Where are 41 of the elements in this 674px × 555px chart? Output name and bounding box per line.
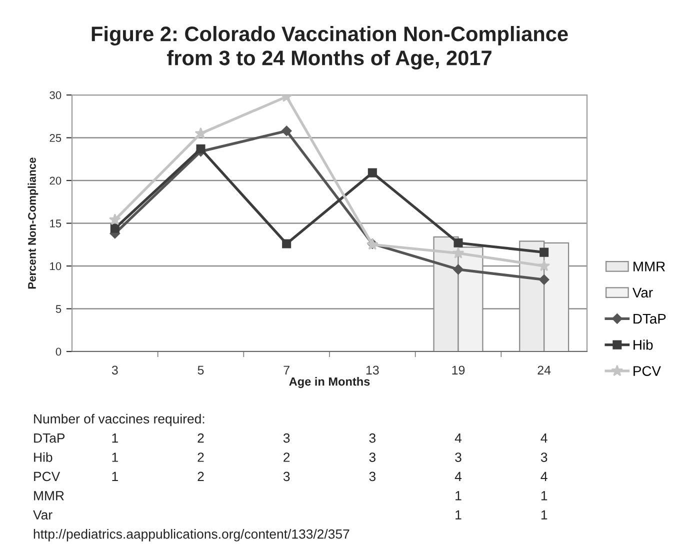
- point: [540, 248, 549, 257]
- point: [194, 127, 207, 139]
- x-tick-label: 19: [452, 366, 465, 375]
- y-tick-label: 0: [56, 348, 62, 356]
- point: [282, 239, 292, 248]
- x-tick-label: 7: [284, 366, 290, 374]
- point: [196, 144, 206, 154]
- point: [454, 238, 463, 248]
- legend-label: Var: [632, 288, 653, 298]
- text: Var 1 1: [33, 510, 548, 520]
- point: [108, 214, 121, 226]
- point: [453, 264, 464, 275]
- y-tick-label: 15: [50, 220, 62, 228]
- x-tick-label: 5: [198, 366, 204, 375]
- legend-label: MMR: [634, 262, 665, 272]
- x-axis-title: Age in Months: [289, 377, 370, 388]
- point: [281, 126, 292, 136]
- point: [538, 274, 550, 285]
- legend-label: DTaP: [634, 314, 666, 324]
- x-tick-label: 13: [366, 366, 379, 375]
- x-tick-label: 24: [538, 366, 551, 374]
- text: DTaP 1 2 3 3 4 4: [34, 433, 548, 443]
- y-axis-title: Percent Non-Compliance: [28, 158, 38, 289]
- y-tick-label: 20: [50, 176, 62, 185]
- point: [110, 224, 120, 233]
- x-tick-label: 3: [112, 366, 118, 375]
- y-tick-label: 25: [50, 134, 62, 142]
- point: [538, 260, 550, 272]
- point: [452, 246, 464, 258]
- text: MMR 1 1: [34, 491, 548, 500]
- text: Hib 1 2 2 3 3 3: [34, 452, 548, 462]
- y-tick-label: 30: [50, 91, 62, 100]
- text: Number of vaccines required:: [34, 414, 204, 426]
- y-tick-label: 5: [56, 305, 62, 313]
- text: http://pediatrics.aappublications.org/content/133/2/357: [34, 529, 350, 542]
- chart-title: Figure 2: Colorado Vaccination Non-Compliance from 3 to 24 Months of Age, 2017: [92, 26, 568, 70]
- legend-label: PCV: [634, 366, 661, 376]
- legend-label: Hib: [634, 340, 653, 350]
- text: PCV 1 2 3 3 4 4: [34, 472, 548, 482]
- point: [368, 168, 377, 178]
- y-tick-label: 10: [50, 262, 62, 270]
